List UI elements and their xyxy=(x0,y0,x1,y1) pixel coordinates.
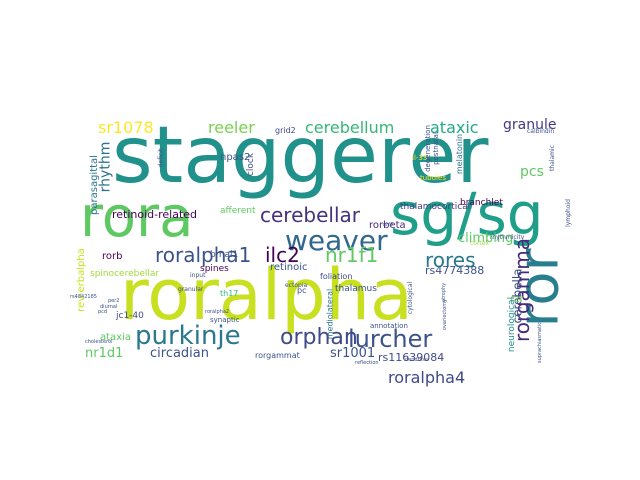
cloud-word: neurological xyxy=(507,296,518,353)
cloud-word: il-33 xyxy=(412,154,428,162)
word-cloud: staggerer roralpha rora sg/sg ror weaver purki… xyxy=(70,111,572,386)
cloud-word: per2 xyxy=(108,298,120,304)
cloud-word: input xyxy=(190,272,206,279)
cloud-word: climbing xyxy=(458,231,514,246)
cloud-word: th17 xyxy=(220,289,239,298)
cloud-word: clock xyxy=(246,152,257,177)
cloud-word: dendrites xyxy=(405,357,429,363)
cloud-word: pc xyxy=(297,286,307,295)
cloud-word: rzr xyxy=(510,294,524,305)
cloud-word: cerebellum xyxy=(305,118,395,137)
cloud-word: foliation xyxy=(320,272,353,281)
cloud-word: rhythm xyxy=(97,141,114,193)
cloud-word: degeneration xyxy=(423,125,432,172)
cloud-word: cortex xyxy=(470,240,489,247)
cloud-word: reflection xyxy=(355,360,379,366)
cloud-word: deficit xyxy=(157,148,165,168)
cloud-word: lymphoid xyxy=(564,199,572,227)
cloud-word: roralpha4 xyxy=(388,368,466,387)
cloud-word: rora xyxy=(80,185,194,250)
cloud-word: rorb xyxy=(102,251,123,262)
cloud-word: annotation xyxy=(370,322,408,330)
cloud-word: granule xyxy=(503,117,557,133)
cloud-word: rorbeta xyxy=(369,220,406,231)
cloud-word: rs4842185 xyxy=(70,294,97,300)
cloud-word: rs4774388 xyxy=(425,264,485,277)
cloud-word: rores xyxy=(425,248,476,272)
cloud-word: spines xyxy=(200,264,229,274)
cloud-word: pcs xyxy=(520,164,544,180)
cloud-word: ectopia xyxy=(285,282,308,289)
cloud-word: circadian xyxy=(150,346,210,361)
cloud-word: orphan xyxy=(280,325,358,350)
cloud-word: thalamic xyxy=(549,145,556,171)
cloud-word: ataxic xyxy=(430,118,479,137)
cloud-word: npas2 xyxy=(220,152,251,163)
cloud-word: branchlet xyxy=(460,198,503,208)
cloud-word: sr1001 xyxy=(330,346,376,361)
cloud-word: retinoid-related xyxy=(112,208,198,221)
cloud-word: rhythmicity xyxy=(490,234,525,241)
cloud-word: mediolateral xyxy=(325,288,335,340)
cloud-word: ovariectomy xyxy=(442,298,449,331)
cloud-word: melatonin xyxy=(455,133,465,175)
cloud-word: synaptic xyxy=(210,316,240,324)
cloud-word: parasagittal xyxy=(88,155,100,215)
cloud-word: thalamocortical xyxy=(400,202,471,212)
cloud-word: pcd xyxy=(98,309,108,315)
cloud-word: diurnal xyxy=(100,304,118,310)
cloud-word: rorgammat xyxy=(255,351,300,360)
cloud-word: thalamus xyxy=(335,284,377,294)
cloud-word: bmal1 xyxy=(210,250,239,260)
cloud-word: lurcher xyxy=(348,325,433,353)
cloud-word: rs11639084 xyxy=(378,351,445,364)
cloud-word: ilc2 xyxy=(265,243,300,267)
cloud-word: roralpha2 xyxy=(205,309,230,315)
cloud-word: nr1d1 xyxy=(85,346,124,361)
cloud-word: ataxia xyxy=(100,332,132,343)
cloud-word: afferent xyxy=(220,206,256,216)
cloud-word: sg/sg xyxy=(390,180,544,248)
cloud-word: calbindin xyxy=(527,128,555,135)
cloud-word: reeler xyxy=(208,118,255,137)
cloud-word: grid2 xyxy=(275,126,296,135)
cloud-word: tubules xyxy=(420,174,446,182)
cloud-word: cholesterol xyxy=(85,339,113,345)
cloud-word: nr1f1 xyxy=(325,243,379,267)
cloud-word: roralpha xyxy=(120,254,413,336)
cloud-word: staggerer xyxy=(112,111,489,201)
cloud-word: cerebellar xyxy=(260,203,360,227)
cloud-word: jc1-40 xyxy=(116,311,144,321)
cloud-word: rev-erbalpha xyxy=(75,248,87,312)
cloud-word: postnatal xyxy=(431,132,440,165)
cloud-word: retinoic xyxy=(270,262,308,273)
cloud-word: roralpha1 xyxy=(155,243,252,267)
cloud-word: nrf3 xyxy=(383,222,394,228)
cloud-word: cytological xyxy=(407,281,415,315)
cloud-word: sr1078 xyxy=(98,118,154,137)
cloud-word: weaver xyxy=(285,224,388,257)
cloud-word: granular xyxy=(178,286,204,293)
cloud-word: spinocerebellar xyxy=(90,269,160,279)
cloud-word: suprachiasmatic xyxy=(537,321,544,364)
cloud-word: purkinje xyxy=(135,321,241,351)
